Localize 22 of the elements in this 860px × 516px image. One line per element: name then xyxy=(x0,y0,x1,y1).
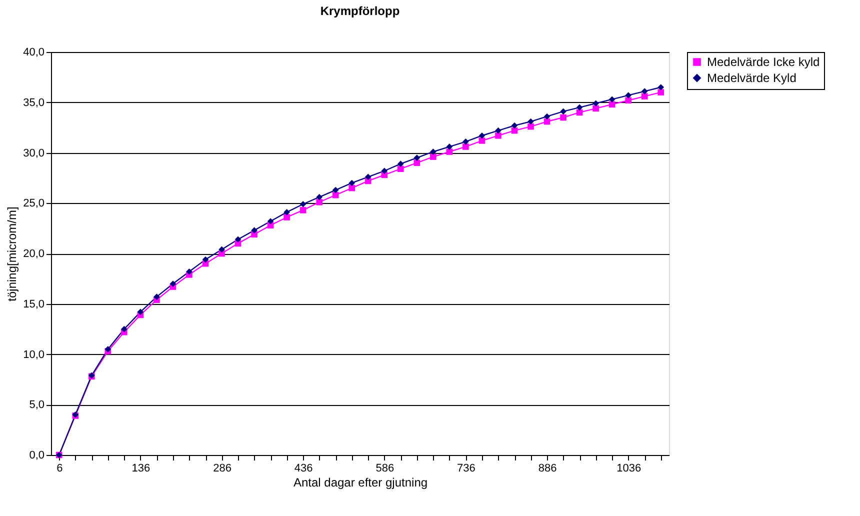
x-tick-label: 286 xyxy=(213,462,232,474)
x-tick-label: 436 xyxy=(294,462,313,474)
y-tick-label: 10,0 xyxy=(23,348,44,361)
y-tick-label: 30,0 xyxy=(23,147,44,160)
legend-label: Medelvärde Icke kyld xyxy=(707,55,820,69)
y-tick-label: 35,0 xyxy=(23,96,44,109)
y-tick-label: 0,0 xyxy=(29,450,44,462)
x-tick-label: 586 xyxy=(376,462,394,474)
y-tick-label: 15,0 xyxy=(23,298,44,310)
y-tick-label: 5,0 xyxy=(29,399,44,412)
x-tick-label: 736 xyxy=(457,462,476,474)
legend-label: Medelvärde Kyld xyxy=(707,71,796,85)
y-tick-label: 25,0 xyxy=(23,198,44,210)
chart-title: Krympförlopp xyxy=(320,4,400,18)
y-tick-label: 20,0 xyxy=(23,248,44,260)
x-tick-label: 886 xyxy=(538,462,557,474)
x-tick-label: 1036 xyxy=(616,462,642,474)
x-tick-label: 136 xyxy=(132,462,150,474)
x-tick-label: 6 xyxy=(56,462,63,474)
x-axis-title: Antal dagar efter gjutning xyxy=(293,476,428,490)
y-axis-title: töjning[microm/m] xyxy=(5,206,20,302)
y-tick-label: 40,0 xyxy=(23,46,44,58)
